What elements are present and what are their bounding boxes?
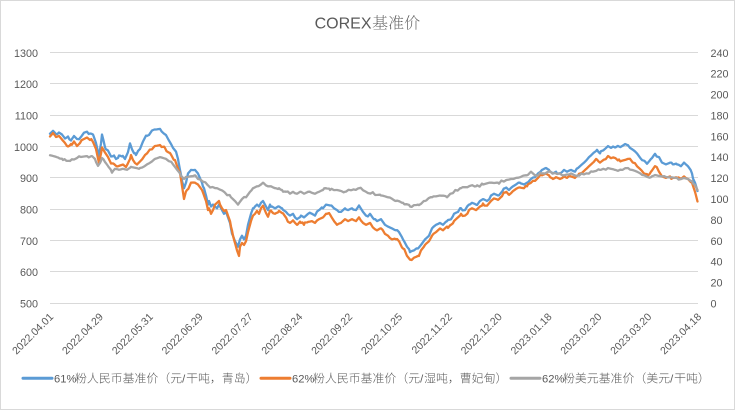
svg-text:/: /: [420, 374, 424, 386]
svg-text:62%: 62%: [292, 374, 314, 386]
svg-text:COREX: COREX: [315, 16, 372, 33]
svg-text:1300: 1300: [14, 48, 38, 60]
svg-text:120: 120: [711, 173, 729, 185]
svg-text:200: 200: [711, 90, 729, 102]
svg-text:0: 0: [711, 298, 717, 310]
svg-text:140: 140: [711, 152, 729, 164]
svg-text:62%: 62%: [542, 374, 564, 386]
svg-text:800: 800: [20, 204, 38, 216]
svg-text:61%: 61%: [54, 374, 76, 386]
svg-text:40: 40: [711, 257, 723, 269]
svg-text:20: 20: [711, 278, 723, 290]
svg-text:1100: 1100: [15, 110, 38, 122]
svg-text:160: 160: [711, 131, 729, 143]
svg-text:1000: 1000: [14, 142, 38, 154]
svg-text:80: 80: [711, 215, 723, 227]
svg-text:/: /: [182, 374, 186, 386]
svg-text:180: 180: [711, 110, 729, 122]
svg-text:600: 600: [20, 267, 38, 279]
svg-text:700: 700: [20, 236, 38, 248]
svg-text:100: 100: [711, 194, 729, 206]
svg-text:1200: 1200: [14, 79, 38, 91]
svg-text:900: 900: [20, 173, 38, 185]
svg-text:220: 220: [711, 69, 729, 81]
svg-text:60: 60: [711, 236, 723, 248]
svg-text:240: 240: [711, 48, 729, 60]
svg-text:/: /: [670, 374, 674, 386]
svg-text:500: 500: [20, 298, 38, 310]
